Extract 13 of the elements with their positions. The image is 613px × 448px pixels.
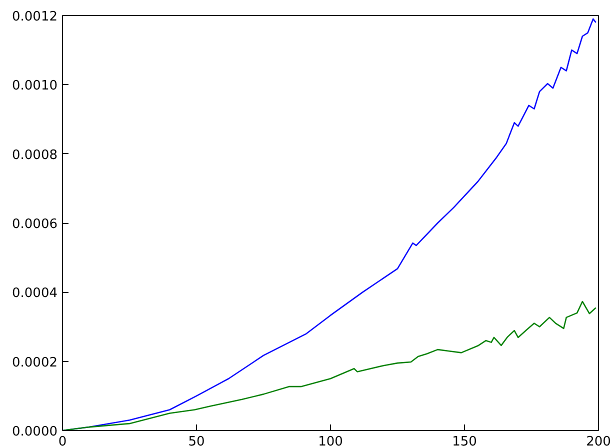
y-tick-label: 0.0008 [12, 148, 58, 163]
y-tick-label: 0.0000 [12, 424, 58, 440]
y-tick-label: 0.0004 [12, 286, 58, 302]
x-tick-label: 150 [452, 434, 477, 448]
x-tick-label: 100 [318, 434, 343, 448]
y-tick-label: 0.0012 [12, 10, 58, 24]
x-tick-label: 50 [188, 434, 205, 448]
x-tick-label: 0 [58, 434, 67, 448]
y-tick-label: 0.0006 [12, 217, 58, 232]
line-series [62, 300, 596, 430]
x-tick-label: 200 [586, 434, 611, 448]
y-tick-label: 0.0002 [12, 355, 58, 370]
y-tick-label: 0.0010 [12, 78, 58, 94]
